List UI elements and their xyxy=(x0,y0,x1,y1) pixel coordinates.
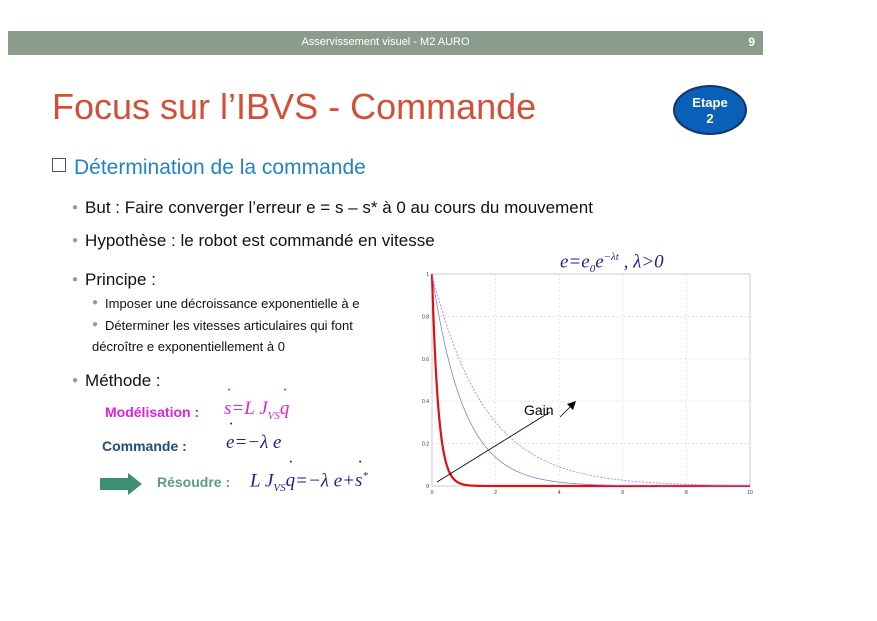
section-text: Détermination de la commande xyxy=(74,156,366,179)
gain-arrow-head xyxy=(567,401,576,410)
bullet-dot-icon: ● xyxy=(72,274,79,285)
bullet-principe: ● Principe : xyxy=(72,270,156,290)
x-tick-label: 6 xyxy=(621,490,624,496)
modelisation-equation: s ˙ =L JVSq ˙ xyxy=(224,385,290,422)
modelisation-label: Modélisation : xyxy=(105,404,200,420)
x-tick-label: 2 xyxy=(494,490,497,496)
bullet-dot-icon: ● xyxy=(72,375,79,386)
series-line-3 xyxy=(431,273,750,486)
etape-label: Etape xyxy=(692,95,728,110)
resoudre-equation: L JVSq ˙ =−λ e+s ˙ * xyxy=(250,457,368,495)
x-tick-label: 10 xyxy=(747,490,753,496)
y-tick-label: 0.6 xyxy=(422,357,429,363)
y-tick-label: 1 xyxy=(426,272,429,278)
bullet-hypothese-text: Hypothèse : le robot est commandé en vit… xyxy=(85,231,435,250)
sub-bullet-2: ● Déterminer les vitesses articulaires qu… xyxy=(92,318,353,333)
gain-arrow-line xyxy=(436,411,551,483)
etape-badge: Etape 2 xyxy=(673,85,747,135)
header-title: Asservissement visuel - M2 AURO xyxy=(301,36,470,48)
sub-bullet-2-cont: décroître e exponentiellement à 0 xyxy=(92,339,285,354)
commande-label: Commande : xyxy=(102,438,187,454)
section-heading: Détermination de la commande xyxy=(52,156,366,180)
right-arrow-icon xyxy=(100,473,142,495)
y-tick-label: 0 xyxy=(426,484,429,490)
x-tick-label: 4 xyxy=(558,490,561,496)
exponential-equation: e=e0e−λt , λ>0 xyxy=(560,251,664,276)
page-number: 9 xyxy=(748,35,755,49)
checkbox-bullet-icon xyxy=(52,158,66,172)
etape-number: 2 xyxy=(706,111,714,126)
bullet-methode-text: Méthode : xyxy=(85,371,161,390)
series-group xyxy=(430,273,750,488)
y-tick-label: 0.8 xyxy=(422,314,429,320)
bullet-dot-icon: ● xyxy=(72,235,79,246)
bullet-but: ● But : Faire converger l’erreur e = s – … xyxy=(72,198,593,218)
bullet-principe-text: Principe : xyxy=(85,270,156,289)
x-tick-label: 0 xyxy=(431,490,434,496)
bullet-dot-icon: ● xyxy=(72,202,79,213)
y-tick-label: 0.4 xyxy=(422,399,429,405)
decay-chart: 0 2 4 6 8 10 0 0.2 0.4 0.6 0.8 1 Gain xyxy=(422,272,753,496)
gain-annotation: Gain xyxy=(436,401,576,483)
bullet-dot-icon: ● xyxy=(92,297,99,308)
plot-area xyxy=(431,273,751,487)
bullet-methode: ● Méthode : xyxy=(72,371,161,391)
bullet-but-text: But : Faire converger l’erreur e = s – s… xyxy=(85,198,593,217)
resoudre-label: Résoudre : xyxy=(157,474,231,490)
header-bar: Asservissement visuel - M2 AURO 9 xyxy=(8,31,763,55)
x-tick-label: 8 xyxy=(685,490,688,496)
slide-title: Focus sur l’IBVS - Commande xyxy=(52,86,537,127)
series-line-2 xyxy=(431,273,750,487)
bullet-hypothese: ● Hypothèse : le robot est commandé en vi… xyxy=(72,231,435,251)
gain-label: Gain xyxy=(524,402,554,418)
bullet-dot-icon: ● xyxy=(92,319,99,330)
sub-bullet-1-text: Imposer une décroissance exponentielle à… xyxy=(105,296,360,311)
commande-equation: e ˙ =−λ e xyxy=(226,419,282,453)
sub-bullet-1: ● Imposer une décroissance exponentielle … xyxy=(92,296,359,311)
y-tick-label: 0.2 xyxy=(422,442,429,448)
sub-bullet-2-text: Déterminer les vitesses articulaires qui… xyxy=(105,318,353,333)
tick-labels: 0 2 4 6 8 10 0 0.2 0.4 0.6 0.8 1 xyxy=(422,272,753,496)
